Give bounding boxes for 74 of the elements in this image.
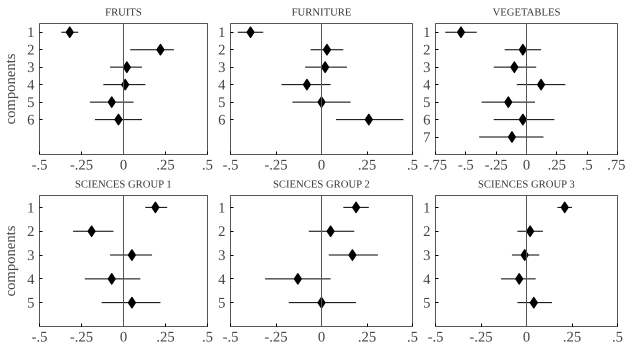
y-tick-label: 4: [218, 272, 226, 288]
y-tick-label: 1: [218, 25, 226, 42]
x-tick-label: -.5: [32, 158, 48, 174]
x-tick-label: -.25: [70, 330, 94, 346]
chart-title: SCIENCES GROUP 1: [74, 180, 172, 190]
x-tick-label: .5: [407, 158, 418, 174]
chart-title: FRUITS: [105, 8, 142, 18]
y-tick-label: 3: [27, 60, 34, 76]
y-tick-label: 2: [27, 224, 34, 240]
x-tick-label: .25: [156, 158, 175, 174]
x-tick-label: .5: [202, 158, 214, 174]
y-tick-label: 5: [218, 296, 226, 312]
x-tick-label: -.25: [469, 330, 493, 346]
y-tick-label: 6: [218, 112, 226, 129]
y-tick-label: 5: [423, 296, 430, 312]
y-tick-label: 2: [423, 42, 430, 59]
x-tick-label: -.5: [222, 158, 238, 174]
x-tick-label: 0: [120, 330, 128, 346]
y-tick-label: 2: [27, 42, 34, 59]
x-tick-label: -.5: [32, 330, 48, 346]
x-tick-label: .75: [607, 158, 626, 174]
chart-title: VEGETABLES: [492, 8, 560, 18]
x-tick-label: -.5: [428, 330, 444, 346]
y-tick-label: 5: [27, 95, 34, 112]
y-tick-label: 1: [218, 200, 226, 216]
x-tick-label: -.75: [424, 158, 448, 174]
y-axis-title: components: [3, 225, 20, 296]
y-tick-label: 5: [423, 95, 430, 112]
x-tick-label: 0: [522, 158, 530, 174]
y-tick-label: 6: [27, 112, 34, 129]
x-tick-label: 0: [318, 158, 326, 174]
y-tick-label: 2: [218, 224, 226, 240]
x-tick-label: .25: [358, 330, 376, 346]
x-tick-label: -.25: [264, 330, 288, 346]
y-tick-label: 3: [423, 248, 430, 264]
x-tick-label: .5: [202, 330, 214, 346]
x-tick-label: 0: [120, 158, 128, 174]
y-tick-label: 5: [27, 296, 34, 312]
y-tick-label: 1: [423, 25, 430, 42]
y-tick-label: 1: [27, 200, 34, 216]
chart-title: SCIENCES GROUP 3: [478, 180, 575, 190]
x-tick-label: .25: [156, 330, 175, 346]
x-tick-label: -.5: [458, 158, 474, 174]
y-tick-label: 3: [218, 60, 226, 76]
y-tick-label: 4: [27, 272, 36, 288]
y-tick-label: 3: [27, 248, 34, 264]
y-tick-label: 3: [218, 248, 226, 264]
x-tick-label: .25: [548, 158, 566, 174]
x-tick-label: .25: [358, 158, 376, 174]
x-tick-label: .5: [407, 330, 418, 346]
x-tick-label: .5: [582, 158, 593, 174]
x-tick-label: .25: [562, 330, 582, 346]
y-tick-label: 4: [218, 78, 226, 94]
y-axis-title: components: [3, 53, 20, 124]
y-tick-label: 2: [218, 42, 226, 59]
x-tick-label: 0: [522, 330, 530, 346]
chart-title: SCIENCES GROUP 2: [272, 180, 370, 190]
y-tick-label: 4: [423, 78, 432, 94]
y-tick-label: 1: [423, 200, 430, 216]
x-tick-label: -.25: [70, 158, 94, 174]
y-tick-label: 4: [27, 78, 36, 94]
x-tick-label: -.25: [484, 158, 508, 174]
y-tick-label: 1: [27, 25, 34, 42]
y-tick-label: 4: [423, 272, 432, 288]
x-tick-label: .5: [612, 330, 624, 346]
y-tick-label: 3: [423, 60, 430, 76]
chart-title: FURNITURE: [292, 8, 352, 18]
x-tick-label: 0: [318, 330, 326, 346]
y-tick-label: 7: [423, 130, 430, 146]
y-tick-label: 2: [423, 224, 430, 240]
x-tick-label: -.5: [222, 330, 238, 346]
y-tick-label: 6: [423, 112, 430, 129]
y-tick-label: 5: [218, 95, 226, 112]
x-tick-label: -.25: [264, 158, 288, 174]
